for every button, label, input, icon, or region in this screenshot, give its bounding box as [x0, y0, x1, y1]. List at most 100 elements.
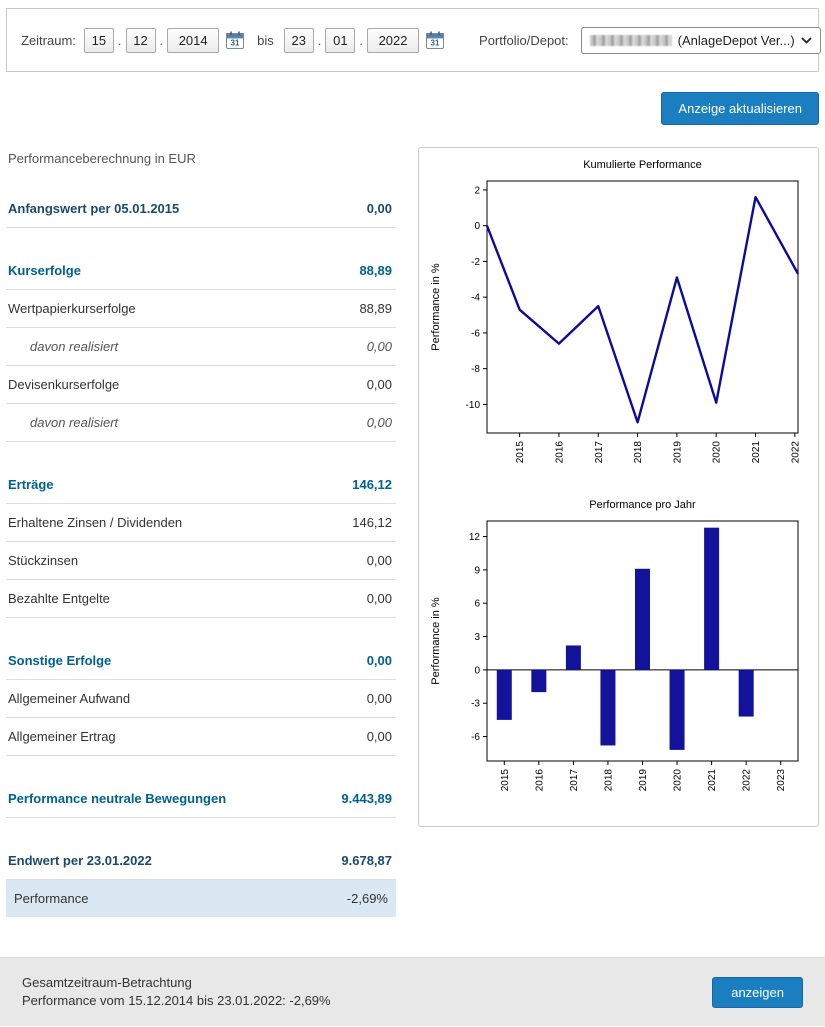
footer-line1: Gesamtzeitraum-Betrachtung: [22, 975, 192, 990]
filter-bar: Zeitraum: . . 31 bis . . 31 Portfolio/De…: [6, 8, 821, 72]
svg-text:9: 9: [474, 565, 480, 576]
row-value: 0,00: [366, 415, 392, 430]
svg-text:-10: -10: [466, 400, 481, 411]
svg-text:0: 0: [474, 665, 480, 676]
row-value: 88,89: [359, 301, 392, 316]
row-value: 0,00: [366, 339, 392, 354]
row-value: 88,89: [359, 263, 392, 278]
from-day-input[interactable]: [83, 27, 114, 53]
svg-text:2023: 2023: [776, 769, 787, 792]
table-row: Wertpapierkurserfolge 88,89: [6, 290, 396, 328]
table-row: Kurserfolge 88,89: [6, 252, 396, 290]
table-row: davon realisiert 0,00: [6, 328, 396, 366]
zeitraum-label: Zeitraum:: [21, 32, 76, 48]
svg-text:2017: 2017: [569, 769, 580, 792]
table-row: Stückzinsen 0,00: [6, 542, 396, 580]
table-row: Erträge 146,12: [6, 466, 396, 504]
footer-summary: Gesamtzeitraum-Betrachtung Performance v…: [0, 957, 825, 1026]
svg-text:2015: 2015: [515, 441, 526, 464]
svg-text:2020: 2020: [673, 769, 684, 792]
svg-text:2018: 2018: [603, 769, 614, 792]
from-month-input[interactable]: [125, 27, 156, 53]
table-row: Performance -2,69%: [6, 880, 396, 917]
row-label: Allgemeiner Aufwand: [8, 691, 131, 706]
table-row: Allgemeiner Aufwand 0,00: [6, 680, 396, 718]
row-label: Kurserfolge: [8, 263, 81, 278]
row-value: 0,00: [366, 653, 392, 668]
svg-text:Performance in %: Performance in %: [430, 263, 442, 351]
bis-label: bis: [257, 32, 274, 48]
svg-text:31: 31: [231, 39, 240, 48]
footer-line2: Performance vom 15.12.2014 bis 23.01.202…: [22, 993, 331, 1008]
row-label: Performance neutrale Bewegungen: [8, 791, 227, 806]
portfolio-selected-value: (AnlageDepot Ver...): [677, 32, 795, 48]
portfolio-select[interactable]: (AnlageDepot Ver...): [580, 26, 821, 54]
portfolio-redacted-text: [589, 34, 672, 46]
svg-text:2020: 2020: [712, 441, 723, 464]
svg-text:-6: -6: [471, 328, 480, 339]
row-value: 9.678,87: [341, 853, 392, 868]
portfolio-label: Portfolio/Depot:: [479, 32, 569, 48]
svg-text:-2: -2: [471, 257, 480, 268]
svg-text:2019: 2019: [672, 441, 683, 464]
refresh-row: Anzeige aktualisieren: [6, 92, 819, 125]
svg-text:12: 12: [469, 532, 481, 543]
main-content: Performanceberechnung in EUR Anfangswert…: [6, 147, 819, 917]
row-label: Endwert per 23.01.2022: [8, 853, 152, 868]
table-row: davon realisiert 0,00: [6, 404, 396, 442]
row-label: Erhaltene Zinsen / Dividenden: [8, 515, 183, 530]
row-value: -2,69%: [346, 891, 388, 906]
svg-text:2016: 2016: [534, 769, 545, 792]
table-row: Anfangswert per 05.01.2015 0,00: [6, 190, 396, 228]
row-label: Anfangswert per 05.01.2015: [8, 201, 180, 216]
row-value: 0,00: [366, 553, 392, 568]
row-label: davon realisiert: [30, 415, 119, 430]
row-value: 146,12: [352, 477, 392, 492]
from-year-input[interactable]: [167, 27, 220, 53]
svg-text:-4: -4: [471, 293, 480, 304]
calendar-icon[interactable]: 31: [425, 30, 445, 50]
svg-text:2022: 2022: [790, 441, 801, 464]
table-row: Erhaltene Zinsen / Dividenden 146,12: [6, 504, 396, 542]
row-label: Bezahlte Entgelte: [8, 591, 110, 606]
chevron-down-icon: [801, 36, 812, 44]
row-label: Allgemeiner Ertrag: [8, 729, 116, 744]
svg-text:-3: -3: [471, 699, 480, 710]
row-value: 0,00: [366, 691, 392, 706]
table-row: Devisenkurserfolge 0,00: [6, 366, 396, 404]
to-year-input[interactable]: [367, 27, 420, 53]
chart-panel: Kumulierte Performance Performance in % 2 0…: [418, 147, 819, 827]
refresh-button[interactable]: Anzeige aktualisieren: [661, 92, 819, 125]
svg-text:2017: 2017: [594, 441, 605, 464]
footer-text: Gesamtzeitraum-Betrachtung Performance v…: [22, 974, 331, 1010]
svg-text:2: 2: [474, 185, 480, 196]
table-row: Performance neutrale Bewegungen 9.443,89: [6, 780, 396, 818]
row-label: davon realisiert: [30, 339, 119, 354]
date-separator: .: [159, 32, 164, 48]
row-value: 0,00: [366, 591, 392, 606]
to-month-input[interactable]: [325, 27, 356, 53]
svg-text:2022: 2022: [742, 769, 753, 792]
date-separator: .: [117, 32, 122, 48]
svg-text:2018: 2018: [633, 441, 644, 464]
to-day-input[interactable]: [283, 27, 314, 53]
calendar-icon[interactable]: 31: [225, 30, 245, 50]
table-row: Endwert per 23.01.2022 9.678,87: [6, 842, 396, 880]
svg-text:0: 0: [474, 221, 480, 232]
date-separator: .: [359, 32, 364, 48]
table-row: Allgemeiner Ertrag 0,00: [6, 718, 396, 756]
svg-text:2021: 2021: [751, 441, 762, 464]
svg-text:2019: 2019: [638, 769, 649, 792]
show-button[interactable]: anzeigen: [712, 976, 803, 1008]
table-row: Sonstige Erfolge 0,00: [6, 642, 396, 680]
statement-table: Anfangswert per 05.01.2015 0,00 Kurserfolg…: [6, 190, 396, 917]
performance-per-year-chart: Performance pro Jahr Performance in % 12 9 6…: [430, 499, 799, 792]
performance-statement: Performanceberechnung in EUR Anfangswert…: [6, 147, 396, 917]
svg-text:Performance in %: Performance in %: [430, 597, 442, 685]
svg-text:6: 6: [474, 599, 480, 610]
row-label: Wertpapierkurserfolge: [8, 301, 136, 316]
row-label: Stückzinsen: [8, 553, 79, 568]
row-value: 0,00: [366, 201, 392, 216]
row-value: 0,00: [366, 729, 392, 744]
